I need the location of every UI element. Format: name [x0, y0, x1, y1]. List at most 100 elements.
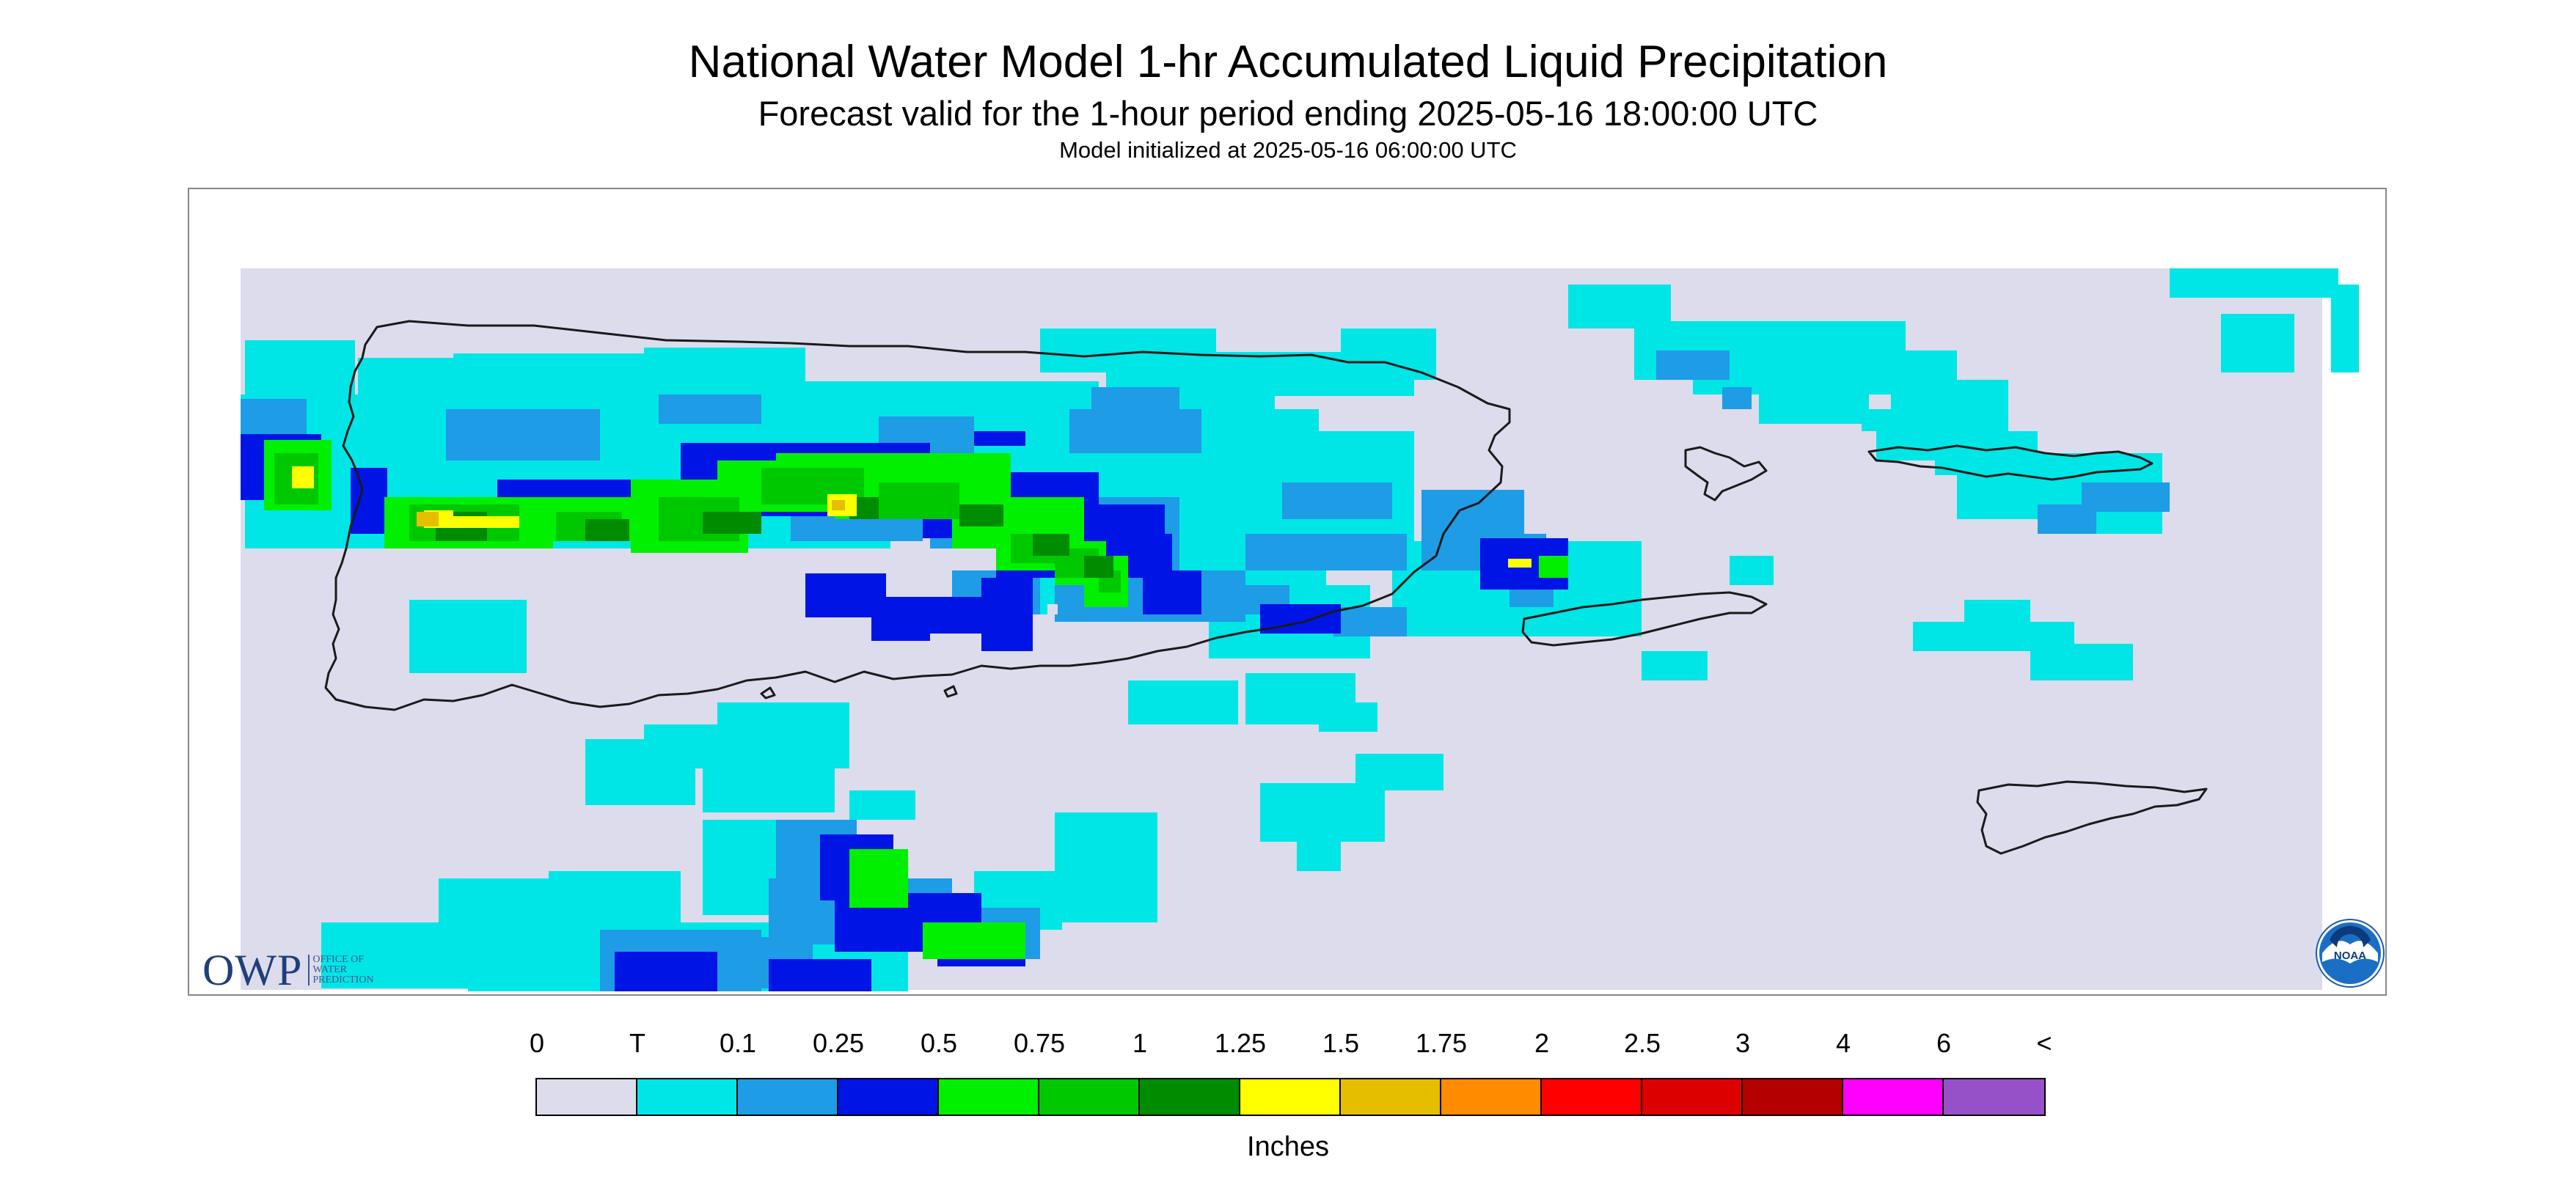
precip-cell — [409, 600, 527, 673]
precip-cell — [1656, 350, 1730, 380]
precip-cell — [644, 585, 654, 595]
precip-cell — [1355, 754, 1443, 790]
legend-tick-label: 2.5 — [1623, 1028, 1661, 1058]
precip-cell — [901, 389, 1018, 418]
precipitation-map: OWP OFFICE OF WATER PREDICTION NOAA — [188, 188, 2387, 996]
legend-tick-label: 1.25 — [1214, 1028, 1267, 1058]
legend-units: Inches — [1247, 1131, 1329, 1162]
precip-cell — [446, 409, 600, 460]
precip-cell — [1642, 651, 1708, 680]
legend-colorbar — [535, 1078, 2046, 1116]
precip-cell — [849, 790, 915, 820]
precip-cell — [1047, 604, 1058, 614]
st-croix-coastline — [1976, 780, 2208, 855]
puerto-rico-coastline — [324, 320, 1511, 711]
precip-cell — [1964, 600, 2030, 629]
precip-cell — [615, 952, 717, 991]
vieques-coastline — [1521, 591, 1768, 647]
model-init-time: Model initialized at 2025-05-16 06:00:00… — [1059, 137, 1517, 163]
precip-cell — [1319, 702, 1377, 732]
precip-cell — [703, 512, 761, 534]
legend-color-swatch — [1441, 1079, 1542, 1115]
legend-color-swatch — [1642, 1079, 1743, 1115]
legend-tick-label: 0.25 — [812, 1028, 865, 1058]
legend-tick-label: 1 — [1132, 1028, 1148, 1058]
precip-cell — [585, 519, 629, 541]
precip-cell — [439, 878, 563, 959]
precip-cell — [453, 516, 519, 528]
map-canvas — [241, 268, 2359, 991]
precip-cell — [1091, 387, 1179, 416]
precip-cell — [2170, 268, 2338, 298]
precip-cell — [1796, 350, 1957, 380]
precipitation-layer — [241, 268, 2359, 991]
precip-cell — [1282, 482, 1392, 519]
precip-cell — [1759, 394, 1869, 424]
legend-tick-label: 2 — [1534, 1028, 1550, 1058]
precip-cell — [1722, 387, 1752, 409]
precip-cell — [1143, 570, 1201, 614]
legend-tick-label: 1.75 — [1415, 1028, 1468, 1058]
precip-cell — [1055, 812, 1157, 922]
legend-tick-label: 0 — [529, 1028, 545, 1058]
owp-logo-letters: OWP — [202, 946, 303, 994]
caja-de-muertos-island — [943, 685, 958, 698]
precip-cell — [358, 358, 490, 387]
legend-color-swatch — [1240, 1079, 1341, 1115]
precip-cell — [717, 702, 849, 746]
noaa-seal-icon: NOAA — [2316, 919, 2385, 988]
legend-tick-label: 0.5 — [920, 1028, 958, 1058]
legend-tick-label: < — [2036, 1028, 2052, 1058]
legend-color-swatch — [738, 1079, 838, 1115]
st-thomas-st-john-coastline — [1867, 444, 2154, 481]
legend-tick-label: 0.75 — [1013, 1028, 1066, 1058]
owp-logo: OWP OFFICE OF WATER PREDICTION — [202, 948, 374, 992]
precip-cell — [417, 512, 439, 526]
legend-color-swatch — [1039, 1079, 1140, 1115]
precip-cell — [688, 570, 698, 581]
precip-cell — [1539, 556, 1568, 578]
legend-tick-label: 4 — [1835, 1028, 1851, 1058]
legend-color-swatch — [1843, 1079, 1944, 1115]
precip-cell — [1730, 556, 1774, 585]
owp-logo-line-1: OFFICE OF — [312, 954, 364, 965]
legend-color-swatch — [838, 1079, 939, 1115]
precip-cell — [769, 959, 871, 991]
precip-cell — [1033, 534, 1069, 556]
precip-cell — [1245, 534, 1407, 570]
noaa-seal-text: NOAA — [2334, 950, 2366, 962]
legend-color-swatch — [1542, 1079, 1642, 1115]
legend-tick-label: 6 — [1936, 1028, 1952, 1058]
precip-cell — [703, 761, 835, 812]
owp-logo-subtitle: OFFICE OF WATER PREDICTION — [308, 954, 374, 985]
legend-color-swatch — [637, 1079, 738, 1115]
precip-cell — [2030, 644, 2133, 680]
precip-cell — [2331, 314, 2359, 372]
precip-cell — [1297, 827, 1341, 871]
culebra-coastline — [1684, 446, 1768, 502]
precip-cell — [981, 578, 1033, 651]
legend-color-swatch — [1944, 1079, 2044, 1115]
precip-cell — [2331, 285, 2359, 314]
coastline-layer — [324, 320, 2208, 855]
legend-labels: 0 T 0.1 0.25 0.5 0.75 1 1.25 1.5 1.75 2 2.5 3 4 6 < — [0, 1028, 2576, 1065]
owp-logo-line-3: PREDICTION — [312, 974, 374, 985]
legend-color-swatch — [1341, 1079, 1441, 1115]
legend-tick-label: 0.1 — [719, 1028, 757, 1058]
legend-color-swatch — [1743, 1079, 1843, 1115]
chart-subtitle: Forecast valid for the 1-hour period end… — [758, 94, 1818, 133]
legend-color-swatch — [939, 1079, 1039, 1115]
precip-cell — [1040, 328, 1216, 372]
precip-cell — [245, 340, 355, 399]
precip-cell — [923, 922, 1025, 959]
precip-cell — [292, 466, 314, 488]
precip-cell — [2118, 482, 2170, 512]
legend-tick-label: T — [629, 1028, 645, 1058]
precip-cell — [974, 431, 1025, 446]
precip-cell — [1084, 556, 1113, 578]
precip-cell — [1333, 607, 1407, 636]
legend-color-swatch — [537, 1079, 637, 1115]
desecheo-island — [760, 686, 776, 700]
precip-cell — [2221, 314, 2294, 372]
legend-color-swatch — [1140, 1079, 1240, 1115]
